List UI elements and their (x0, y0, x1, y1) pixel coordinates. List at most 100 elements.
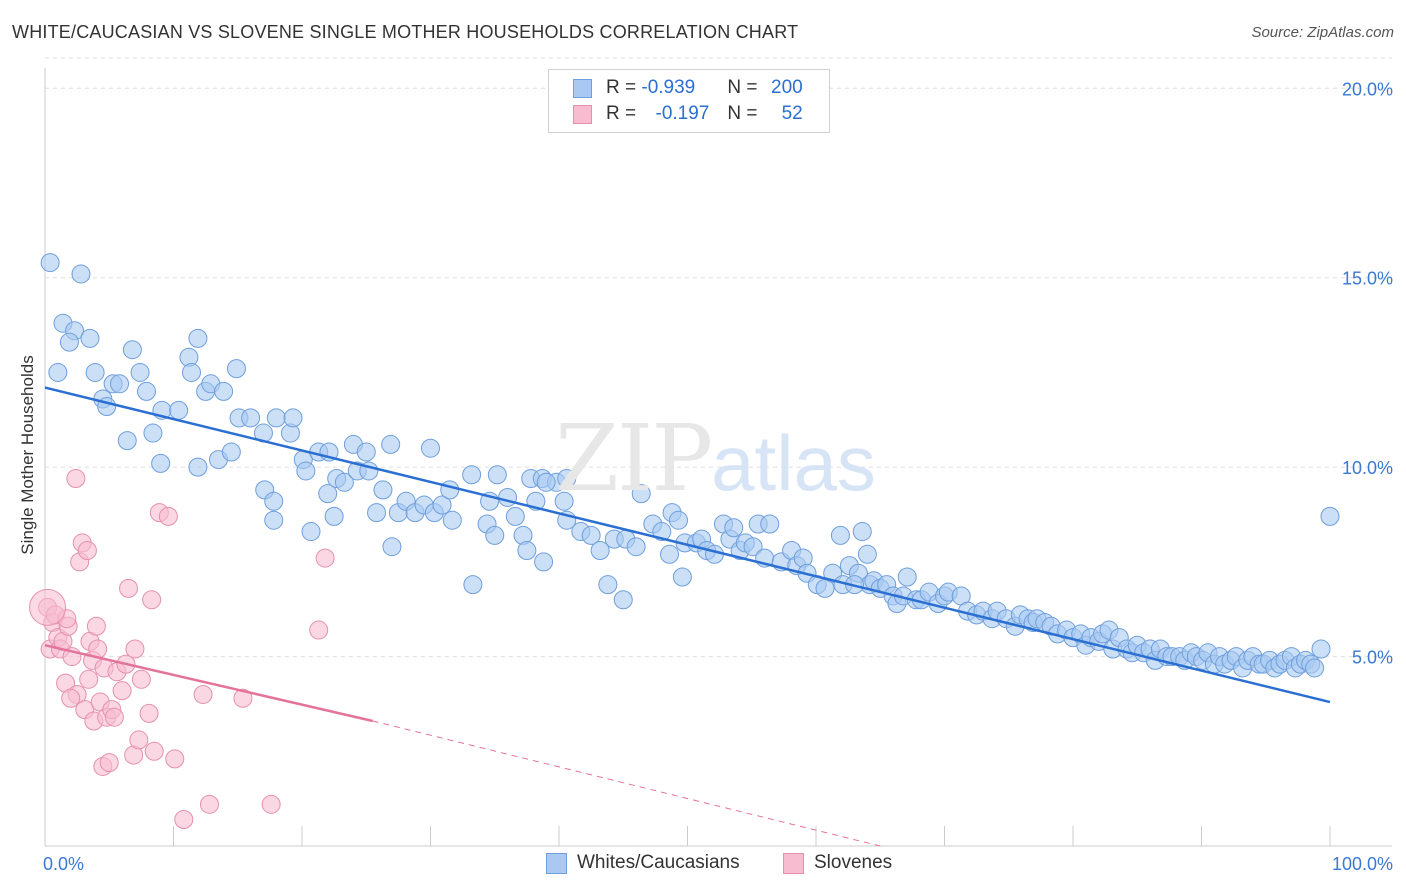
point-whites (122, 340, 142, 360)
data-points (29, 253, 1340, 829)
trend-extension-slovenes (372, 720, 881, 847)
tick-labels: 5.0% 10.0% 15.0% 20.0% 0.0% 100.0% (43, 79, 1393, 874)
point-whites (487, 465, 507, 485)
point-whites (264, 491, 284, 511)
point-whites (110, 374, 130, 394)
y-tick-label: 10.0% (1342, 458, 1393, 478)
point-whites (581, 525, 601, 545)
point-slovenes (104, 707, 124, 727)
point-slovenes (174, 809, 194, 829)
point-slovenes (129, 730, 149, 750)
y-tick-label: 15.0% (1342, 269, 1393, 289)
point-slovenes (315, 548, 335, 568)
point-whites (296, 461, 316, 481)
point-whites (421, 438, 440, 458)
point-whites (897, 567, 917, 587)
correlation-legend: R = -0.939 N = 200 R = -0.197 N = 52 (548, 69, 830, 133)
point-slovenes-large (29, 588, 67, 626)
y-tick-label: 20.0% (1342, 79, 1393, 99)
trend-line-slovenes (44, 643, 373, 723)
legend-r-label: R = (606, 103, 642, 124)
point-slovenes (79, 669, 99, 689)
legend-r-value: -0.939 (641, 77, 696, 98)
point-whites (143, 423, 163, 443)
point-whites (517, 541, 537, 560)
point-slovenes (144, 741, 164, 761)
point-slovenes (139, 703, 159, 723)
point-whites (669, 510, 689, 530)
point-slovenes (261, 794, 281, 814)
legend-swatch-slovenes (573, 104, 592, 124)
point-whites (672, 567, 692, 587)
point-whites (318, 484, 338, 504)
point-whites (59, 332, 79, 352)
point-whites (613, 590, 633, 610)
point-slovenes (61, 688, 81, 708)
point-whites (462, 465, 482, 485)
point-whites (626, 537, 646, 557)
point-whites (137, 381, 157, 401)
series-legend-whites: Whites/Caucasians (546, 852, 740, 874)
point-whites (324, 506, 344, 526)
point-whites (241, 408, 261, 428)
legend-n-label: N = (727, 103, 763, 124)
series-label-whites: Whites/Caucasians (577, 852, 740, 873)
axes (44, 68, 1392, 847)
point-whites (334, 472, 354, 492)
point-slovenes (99, 753, 119, 773)
point-whites (724, 518, 744, 538)
point-whites (283, 408, 303, 428)
trend-lines (44, 386, 1331, 847)
point-whites (40, 253, 60, 273)
point-whites (264, 510, 284, 530)
point-slovenes (165, 749, 185, 769)
point-whites (382, 537, 402, 557)
point-whites (432, 495, 452, 515)
point-whites (373, 480, 393, 500)
point-slovenes (199, 794, 219, 814)
series-label-slovenes: Slovenes (814, 852, 893, 873)
y-axis-label-wrap: Single Mother Households (6, 0, 50, 892)
point-whites (440, 480, 460, 500)
point-whites (554, 491, 574, 511)
point-whites (85, 362, 105, 382)
y-axis-label: Single Mother Households (18, 355, 37, 555)
point-whites (221, 442, 241, 462)
point-whites (660, 544, 680, 564)
point-slovenes (142, 590, 162, 610)
point-slovenes (233, 688, 253, 708)
point-whites (743, 537, 763, 557)
series-swatch-slovenes (783, 852, 804, 874)
point-slovenes (193, 684, 213, 704)
point-slovenes (119, 578, 139, 598)
point-whites (71, 264, 91, 284)
point-whites (442, 510, 462, 530)
point-whites (857, 544, 877, 564)
series-legend-slovenes: Slovenes (783, 852, 892, 874)
point-whites (169, 400, 189, 420)
point-whites (356, 442, 376, 462)
point-whites (704, 544, 724, 564)
source-label: Source: ZipAtlas.com (1251, 24, 1394, 41)
point-whites (367, 503, 387, 523)
legend-n-value: 52 (781, 103, 803, 124)
point-whites (498, 487, 518, 507)
legend-row-slovenes: R = -0.197 N = 52 (573, 101, 803, 127)
point-slovenes (131, 669, 151, 689)
point-whites (760, 514, 780, 534)
chart-title: WHITE/CAUCASIAN VS SLOVENE SINGLE MOTHER… (12, 22, 799, 42)
point-whites (301, 522, 321, 542)
point-whites (188, 457, 208, 477)
trend-line-whites (44, 386, 1331, 704)
point-whites (590, 541, 610, 560)
point-slovenes (86, 616, 106, 636)
legend-n-value: 200 (771, 77, 803, 98)
point-whites (1311, 639, 1331, 659)
legend-swatch-whites (573, 78, 592, 98)
point-whites (536, 472, 556, 492)
point-whites (181, 362, 201, 382)
point-whites (117, 431, 137, 451)
point-whites (485, 525, 505, 545)
point-whites (80, 328, 100, 348)
